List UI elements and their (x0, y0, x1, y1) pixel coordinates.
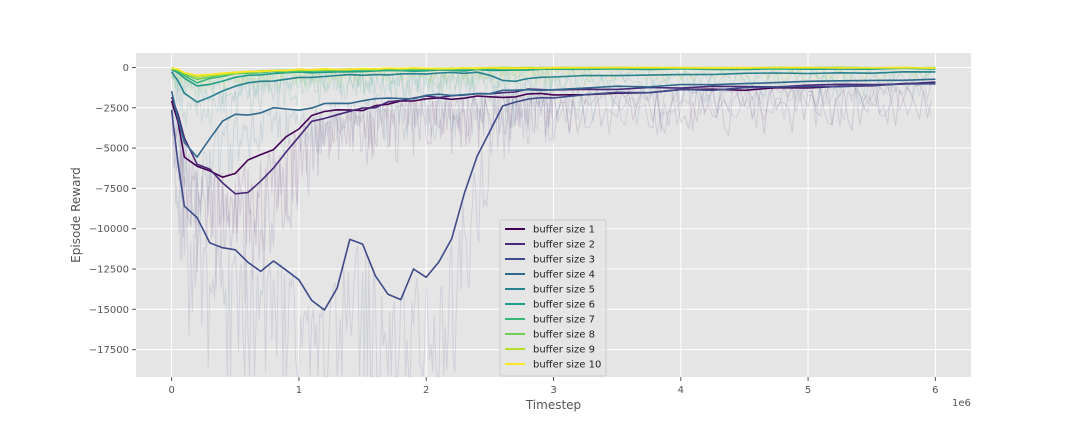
y-tick-label: −2500 (95, 103, 129, 114)
x-tick-label: 5 (805, 385, 811, 396)
legend-label: buffer size 8 (533, 330, 595, 341)
series-line (170, 78, 936, 158)
y-tick-label: −7500 (95, 184, 129, 195)
legend-label: buffer size 3 (533, 255, 595, 266)
x-tick-label: 1 (296, 385, 302, 396)
x-tick-label: 4 (678, 385, 684, 396)
series-line (170, 83, 936, 311)
legend-label: buffer size 2 (533, 240, 595, 251)
series-raw-band (171, 71, 932, 127)
series-line (171, 66, 936, 76)
x-axis-ticks: 0 1 2 3 4 5 6 (168, 377, 939, 396)
y-tick-label: −5000 (95, 144, 129, 155)
series-raw-band (171, 67, 932, 117)
x-tick-label: 2 (423, 385, 429, 396)
y-tick-label: 0 (123, 63, 129, 74)
legend-box (499, 219, 607, 377)
legend-label: buffer size 1 (533, 225, 595, 236)
series-raw-band (171, 82, 932, 304)
x-tick-label: 6 (932, 385, 938, 396)
series-raw-band (171, 83, 932, 273)
series-line (170, 81, 936, 195)
series-lines (170, 65, 936, 378)
legend-label: buffer size 4 (533, 270, 595, 281)
series-line (171, 67, 936, 87)
x-tick-label: 3 (550, 385, 556, 396)
y-tick-label: −12500 (89, 265, 129, 276)
legend: buffer size 1 buffer size 2 buffer size 3 b… (499, 219, 607, 377)
y-axis-ticks: 0 −2500 −5000 −7500 −10000 −12500 −15000 −17500 (89, 63, 136, 356)
y-tick-label: −10000 (89, 224, 129, 235)
series-raw-band (171, 83, 932, 378)
legend-label: buffer size 6 (533, 300, 595, 311)
series-line (170, 82, 936, 178)
x-scale-note: 1e6 (952, 398, 971, 409)
x-axis-label: Timestep (525, 398, 581, 412)
y-tick-label: −17500 (89, 345, 129, 356)
legend-label: buffer size 5 (533, 285, 595, 296)
legend-label: buffer size 9 (533, 345, 595, 356)
x-tick-label: 0 (168, 385, 174, 396)
y-axis-label: Episode Reward (69, 167, 83, 263)
legend-label: buffer size 7 (533, 315, 595, 326)
y-tick-label: −15000 (89, 305, 129, 316)
series-line (170, 71, 936, 103)
legend-label: buffer size 10 (533, 360, 601, 371)
